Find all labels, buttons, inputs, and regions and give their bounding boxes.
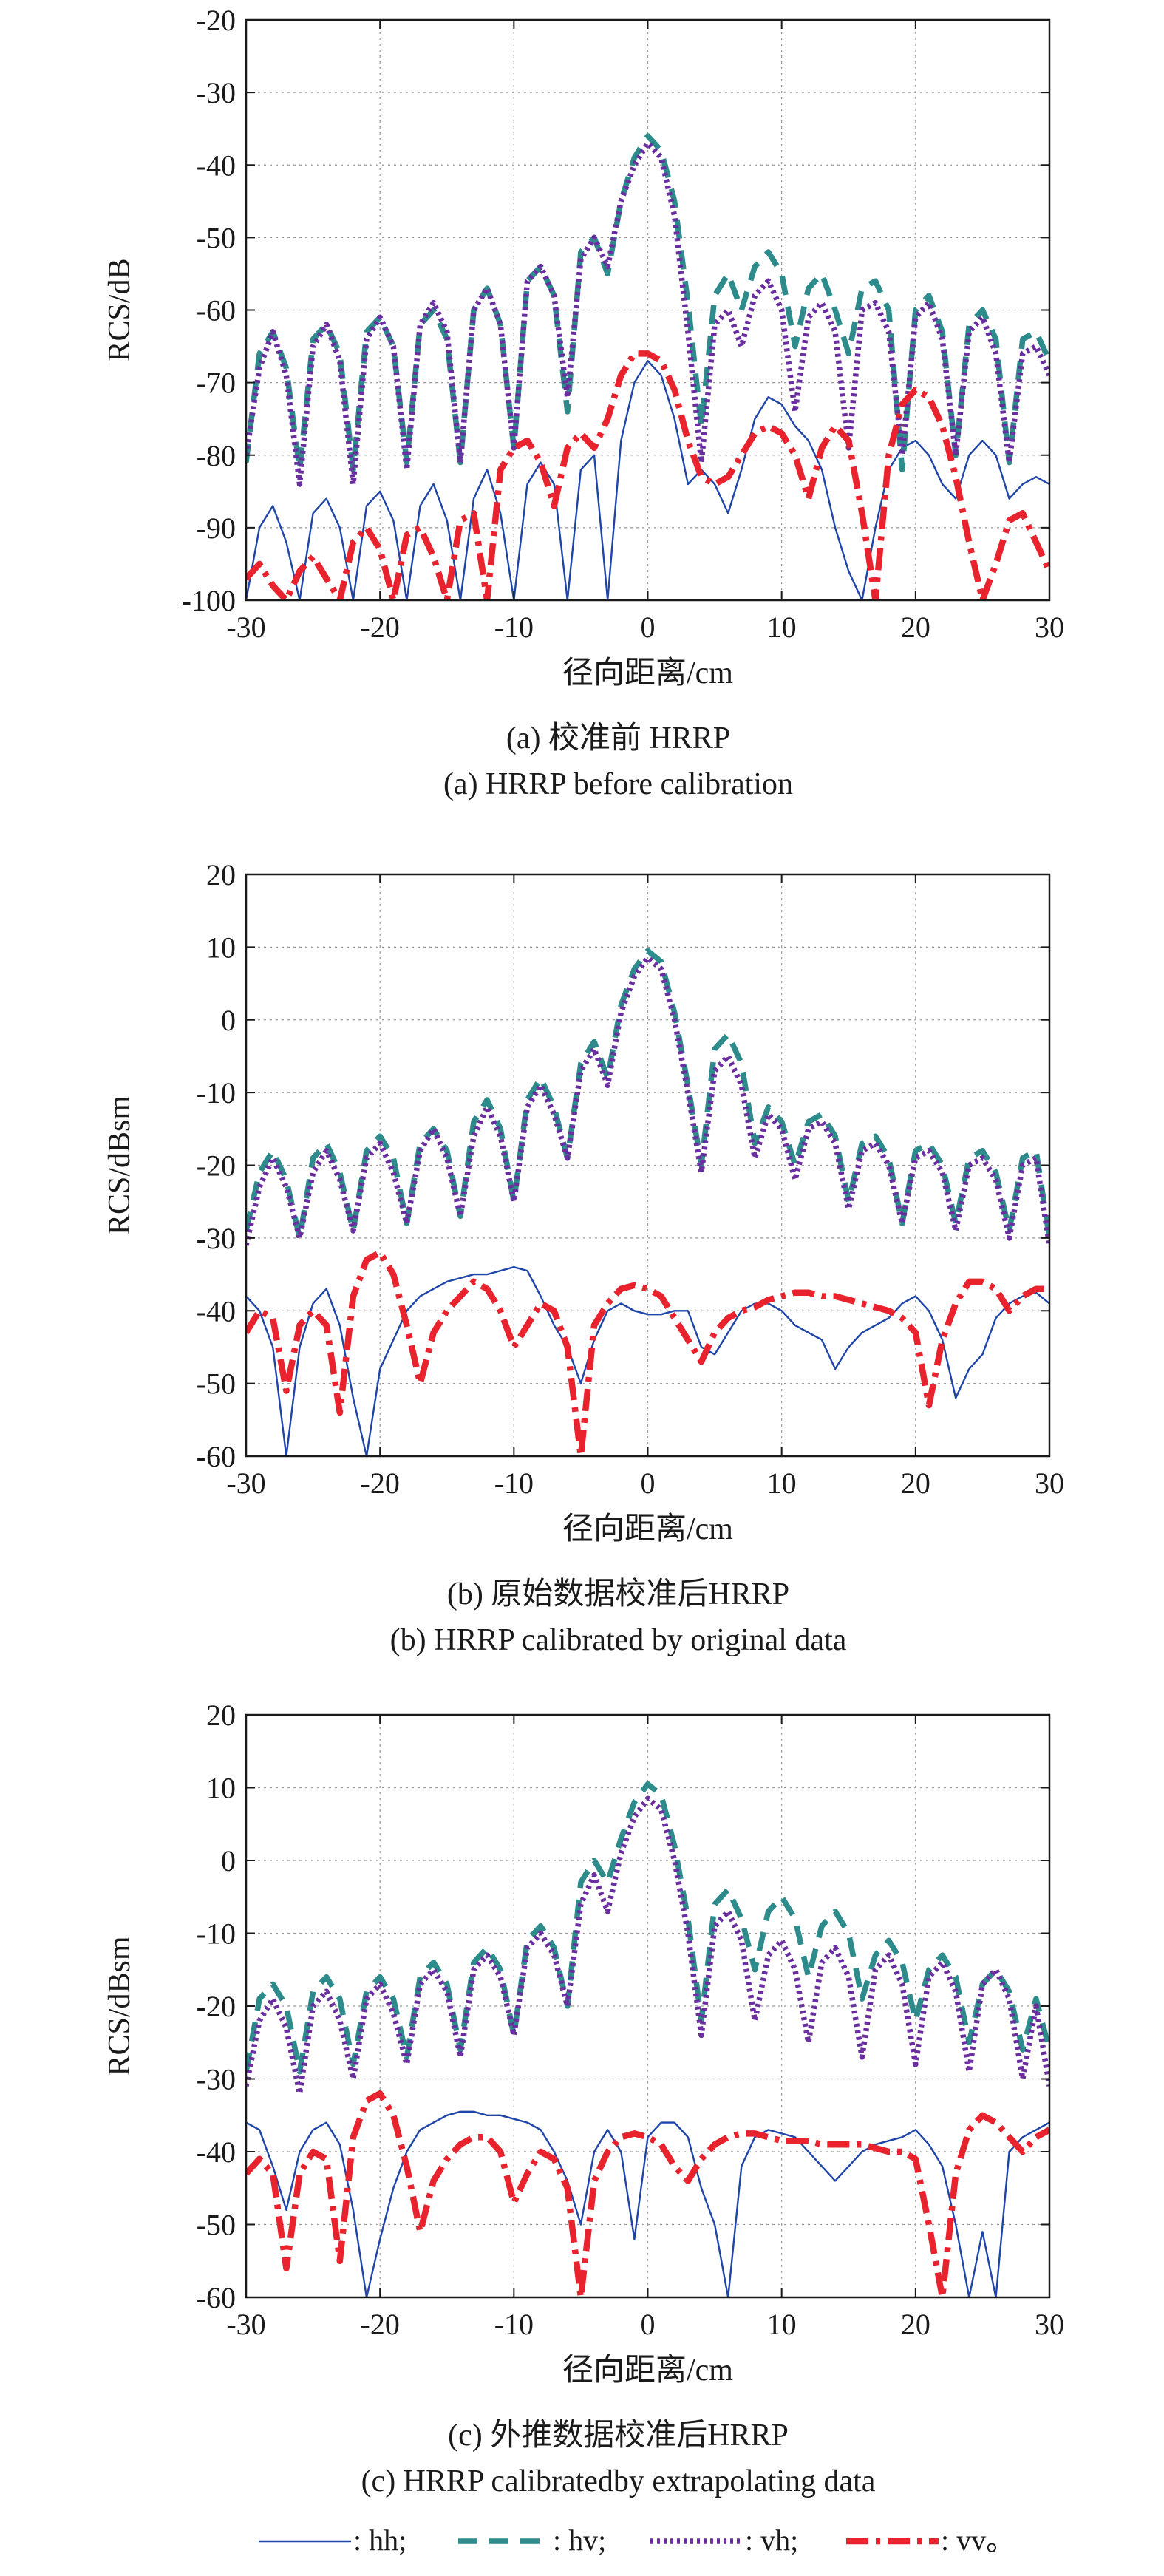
y-tick-label: -60 bbox=[197, 2281, 236, 2314]
caption-en: (a) HRRP before calibration bbox=[443, 767, 793, 801]
legend: : hh; : hv; : vh; : vv。 bbox=[259, 2524, 1015, 2557]
caption-en: (b) HRRP calibrated by original data bbox=[390, 1623, 847, 1657]
x-tick-label: -10 bbox=[494, 2308, 534, 2341]
x-tick-label: 0 bbox=[641, 611, 656, 644]
series-line-vh bbox=[246, 1795, 1049, 2096]
y-tick-label: 20 bbox=[206, 1699, 236, 1732]
y-tick-label: -40 bbox=[197, 2135, 236, 2169]
series-line-hh bbox=[246, 2110, 1049, 2297]
y-tick-label: -20 bbox=[197, 4, 236, 37]
x-tick-label: -10 bbox=[494, 611, 534, 644]
series-group bbox=[246, 1781, 1049, 2297]
series-line-vh bbox=[246, 140, 1049, 487]
legend-label-vv: : vv。 bbox=[941, 2524, 1015, 2557]
x-tick-label: 0 bbox=[641, 2308, 656, 2341]
x-tick-label: 10 bbox=[767, 611, 797, 644]
legend-item-hh: : hh; bbox=[259, 2524, 406, 2557]
y-tick-label: -50 bbox=[197, 2209, 236, 2242]
series-line-hv bbox=[246, 1781, 1049, 2075]
y-tick-label: 10 bbox=[206, 1772, 236, 1805]
x-tick-label: -30 bbox=[226, 2308, 265, 2341]
y-tick-label: -20 bbox=[197, 1990, 236, 2023]
y-tick-label: -80 bbox=[197, 439, 236, 472]
legend-item-vv: : vv。 bbox=[846, 2524, 1015, 2557]
y-tick-label: -10 bbox=[197, 1917, 236, 1951]
chart-panel-b: -30 -20 -10 0 10 20 30 -60 -50 -40 -30 -20 -10 0 10 20 径… bbox=[103, 858, 1064, 1657]
x-axis-label: 径向距离/cm bbox=[562, 1512, 733, 1546]
grid bbox=[245, 19, 1050, 601]
x-tick-label: 0 bbox=[641, 1467, 656, 1500]
series-group bbox=[246, 133, 1049, 600]
x-tick-label: -30 bbox=[226, 611, 265, 644]
y-tick-label: -30 bbox=[197, 1222, 236, 1255]
y-tick-label: -40 bbox=[197, 149, 236, 182]
x-tick-label: -20 bbox=[361, 2308, 400, 2341]
series-line-hh bbox=[246, 1265, 1049, 1456]
y-tick-label: 20 bbox=[206, 858, 236, 891]
legend-label-hv: : hv; bbox=[553, 2524, 606, 2557]
series-group bbox=[246, 948, 1049, 1456]
series-line-vh bbox=[246, 955, 1049, 1246]
caption-zh: (b) 原始数据校准后HRRP bbox=[447, 1577, 789, 1611]
x-tick-label: 20 bbox=[901, 2308, 930, 2341]
y-tick-label: -70 bbox=[197, 367, 236, 400]
x-tick-label: -10 bbox=[494, 1467, 534, 1500]
y-tick-label: -30 bbox=[197, 2063, 236, 2096]
legend-item-vh: : vh; bbox=[650, 2524, 798, 2557]
series-line-vv bbox=[246, 2090, 1049, 2297]
x-tick-label: 10 bbox=[767, 1467, 797, 1500]
series-line-vv bbox=[246, 350, 1049, 600]
x-tick-label: 30 bbox=[1035, 611, 1064, 644]
y-tick-label: -30 bbox=[197, 76, 236, 109]
x-axis-label: 径向距离/cm bbox=[562, 656, 733, 690]
y-tick-label: -10 bbox=[197, 1076, 236, 1109]
y-tick-label: -20 bbox=[197, 1149, 236, 1183]
y-tick-label: -60 bbox=[197, 294, 236, 327]
x-tick-label: -20 bbox=[361, 1467, 400, 1500]
y-axis-label: RCS/dB bbox=[103, 258, 137, 361]
y-tick-label: -50 bbox=[197, 1367, 236, 1401]
y-tick-label: -40 bbox=[197, 1294, 236, 1328]
y-tick-label: -60 bbox=[197, 1440, 236, 1473]
legend-label-hh: : hh; bbox=[353, 2524, 406, 2557]
legend-item-hv: : hv; bbox=[458, 2524, 606, 2557]
y-tick-label: -50 bbox=[197, 221, 236, 254]
series-line-vv bbox=[246, 1249, 1049, 1456]
y-tick-label: -90 bbox=[197, 512, 236, 545]
caption-zh: (a) 校准前 HRRP bbox=[506, 721, 730, 755]
series-line-hv bbox=[246, 948, 1049, 1241]
x-tick-label: -20 bbox=[361, 611, 400, 644]
y-axis-label: RCS/dBsm bbox=[103, 1936, 137, 2076]
x-tick-label: -30 bbox=[226, 1467, 265, 1500]
legend-label-vh: : vh; bbox=[745, 2524, 798, 2557]
y-tick-label: 0 bbox=[221, 1004, 236, 1037]
x-tick-label: 20 bbox=[901, 1467, 930, 1500]
x-tick-label: 30 bbox=[1035, 2308, 1064, 2341]
x-tick-label: 30 bbox=[1035, 1467, 1064, 1500]
x-axis-label: 径向距离/cm bbox=[562, 2353, 733, 2388]
chart-panel-a: -30 -20 -10 0 10 20 30-100-90-80-70-60-50-40-3… bbox=[103, 4, 1064, 801]
series-line-hh bbox=[246, 360, 1049, 600]
x-tick-label: 10 bbox=[767, 2308, 797, 2341]
y-tick-label: 10 bbox=[206, 931, 236, 964]
series-line-hv bbox=[246, 133, 1049, 473]
y-tick-label: -100 bbox=[182, 584, 236, 617]
caption-zh: (c) 外推数据校准后HRRP bbox=[448, 2419, 789, 2453]
y-tick-label: 0 bbox=[221, 1844, 236, 1877]
caption-en: (c) HRRP calibratedby extrapolating data bbox=[361, 2464, 876, 2498]
x-tick-label: 20 bbox=[901, 611, 930, 644]
chart-panel-c: -30 -20 -10 0 10 20 30 -60 -50 -40 -30 -20 -10 0 10 20 径… bbox=[103, 1699, 1064, 2498]
y-axis-label: RCS/dBsm bbox=[103, 1095, 137, 1235]
